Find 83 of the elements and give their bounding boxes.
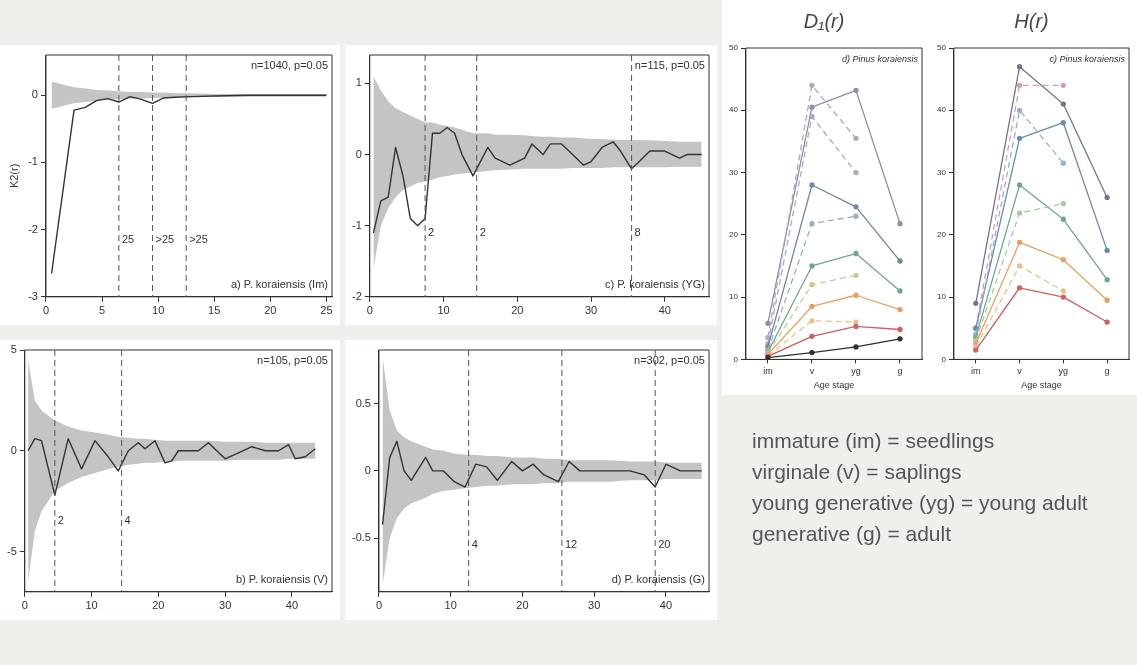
- x-tick-label: im: [763, 366, 773, 377]
- y-tick-label: 0: [733, 354, 739, 364]
- y-tick-label: -2: [28, 222, 38, 235]
- y-tick-label: 5: [10, 343, 17, 356]
- y-tick-label: 10: [728, 292, 739, 302]
- x-tick-label: 20: [152, 599, 165, 612]
- annotation: 4: [124, 514, 131, 527]
- y-tick-label: 0: [355, 147, 362, 160]
- y-tick-label: -1: [28, 155, 38, 168]
- x-tick-label: 5: [99, 304, 106, 317]
- x-tick-label: v: [809, 366, 815, 377]
- x-axis-title: Age stage: [813, 380, 855, 391]
- y-tick-label: 0.5: [355, 396, 371, 409]
- annotation: d) P. koraiensis (G): [611, 572, 705, 585]
- y-tick-label: 0: [10, 443, 17, 456]
- y-tick-label: 0: [31, 88, 38, 101]
- x-axis-title: Age stage: [1021, 380, 1062, 391]
- x-tick-label: 30: [588, 599, 601, 612]
- annotation: 25: [121, 232, 135, 245]
- y-tick-label: 20: [728, 230, 739, 240]
- x-tick-label: 20: [511, 304, 524, 317]
- annotation: a) P. koraiensis (Im): [231, 277, 328, 290]
- y-tick-label: 40: [728, 105, 739, 115]
- annotation: >25: [155, 232, 175, 245]
- y-tick-label: -5: [7, 544, 17, 557]
- annotation: 8: [634, 225, 641, 238]
- x-tick-label: 40: [285, 599, 299, 612]
- x-tick-label: yg: [851, 366, 861, 377]
- annotation: 2: [57, 514, 64, 527]
- x-tick-label: im: [971, 366, 981, 377]
- y-tick-label: -2: [352, 289, 362, 302]
- y-tick-label: 0: [364, 463, 371, 476]
- x-tick-label: 10: [437, 304, 450, 317]
- annotation: n=115, p=0.05: [634, 59, 705, 72]
- x-tick-label: 20: [264, 304, 277, 317]
- y-tick-label: 10: [936, 292, 947, 302]
- x-tick-label: v: [1017, 366, 1023, 377]
- x-tick-label: 10: [444, 599, 457, 612]
- annotation: c) Pinus koraiensis: [1049, 53, 1126, 64]
- x-tick-label: 40: [659, 599, 673, 612]
- y-tick-label: -3: [28, 289, 38, 302]
- x-tick-label: 30: [584, 304, 598, 317]
- annotation: 12: [564, 537, 578, 550]
- y-tick-label: 40: [936, 105, 947, 115]
- x-tick-label: 25: [320, 304, 333, 317]
- x-tick-label: 10: [152, 304, 165, 317]
- annotation: 2: [479, 225, 486, 238]
- x-tick-label: 30: [219, 599, 232, 612]
- text: immature (im) = seedlings: [752, 428, 996, 454]
- text: generative (g) = adult: [752, 521, 953, 547]
- x-tick-label: g: [897, 366, 903, 377]
- chart-title: D₁(r): [803, 9, 845, 32]
- annotation: n=302, p=0.05: [634, 354, 705, 367]
- x-tick-label: 20: [516, 599, 529, 612]
- annotation: 4: [471, 537, 478, 550]
- annotation: b) P. koraiensis (V): [235, 572, 328, 585]
- y-tick-label: -1: [352, 218, 362, 231]
- x-tick-label: g: [1104, 366, 1110, 377]
- x-tick-label: yg: [1058, 366, 1069, 377]
- text: young generative (yg) = young adult: [752, 490, 1089, 516]
- x-tick-label: 10: [85, 599, 98, 612]
- x-tick-label: 0: [375, 599, 383, 612]
- annotation: d) Pinus koraiensis: [841, 53, 919, 64]
- y-tick-label: 30: [936, 167, 947, 177]
- y-tick-label: -0.5: [351, 531, 371, 544]
- annotation: >25: [189, 232, 208, 245]
- y-tick-label: 1: [355, 76, 362, 89]
- y-tick-label: 20: [936, 230, 947, 240]
- text: virginale (v) = saplings: [752, 459, 963, 485]
- x-tick-label: 15: [208, 304, 221, 317]
- x-tick-label: 0: [42, 304, 50, 317]
- y-tick-label: 30: [728, 167, 739, 177]
- y-axis-title: K2(r): [7, 163, 20, 189]
- chart-title: H(r): [1014, 9, 1049, 32]
- y-tick-label: 0: [941, 354, 947, 364]
- annotation: c) P. koraiensis (YG): [604, 277, 705, 290]
- annotation: 2: [428, 225, 435, 238]
- x-tick-label: 40: [658, 304, 671, 317]
- annotation: 20: [658, 537, 671, 550]
- y-tick-label: 50: [936, 43, 947, 53]
- annotation: n=1040, p=0.05: [250, 59, 328, 72]
- y-tick-label: 50: [728, 43, 739, 53]
- annotation: n=105, p=0.05: [257, 354, 328, 367]
